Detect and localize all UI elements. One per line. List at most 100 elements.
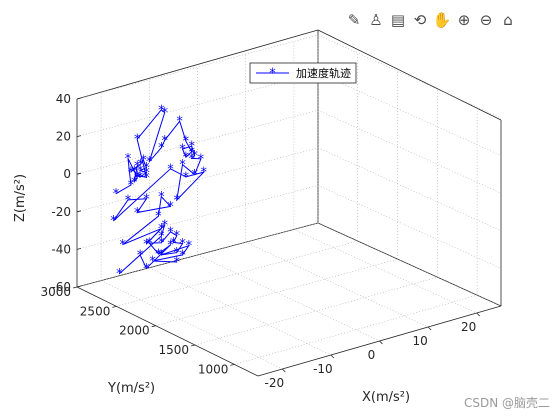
y-axis-label: Y(m/s²)	[107, 381, 155, 396]
data-point-marker: *	[158, 248, 165, 263]
y-tick-label: 2000	[119, 324, 150, 338]
data-point-marker: *	[158, 141, 165, 156]
z-tick-mark	[76, 172, 82, 175]
z-tick-mark	[76, 135, 82, 137]
data-point-marker: *	[174, 256, 181, 271]
data-point-marker: *	[167, 200, 174, 215]
data-point-marker: *	[179, 143, 186, 158]
data-point-marker: *	[137, 171, 144, 186]
data-point-marker: *	[140, 154, 147, 169]
data-point-marker: *	[149, 254, 156, 269]
zoom-out-icon[interactable]: ⊖	[479, 11, 493, 29]
grid-line-z-right	[317, 72, 502, 156]
data-point-marker: *	[155, 247, 162, 262]
data-point-marker: *	[167, 238, 174, 253]
y-tick-labels: 1000 1500 2000 2500 3000	[40, 285, 235, 376]
zoom-in-icon[interactable]: ⊕	[457, 11, 471, 29]
data-point-marker: *	[167, 162, 174, 177]
data-point-marker: *	[134, 169, 141, 184]
grid-line-z-right	[317, 109, 502, 194]
x-tick-mark	[476, 312, 480, 317]
pan-icon[interactable]: ✋	[432, 11, 452, 29]
z-tick-mark	[76, 210, 82, 213]
data-point-marker: *	[134, 206, 141, 221]
legend-marker-sample: *	[269, 67, 276, 82]
data-point-marker: *	[134, 133, 141, 148]
grid-line-z-back	[76, 147, 319, 213]
grid-line-z-back	[76, 185, 319, 250]
data-point-marker: *	[131, 164, 138, 179]
z-tick-label: -40	[51, 242, 71, 256]
trajectory-series[interactable]: ************ *** ************ *** ********* *…	[110, 103, 207, 282]
data-point-marker: *	[191, 149, 198, 164]
data-point-marker: *	[113, 187, 120, 202]
z-tick-label: -60	[51, 280, 71, 294]
grid-line-z-right	[317, 222, 502, 307]
data-point-marker: *	[158, 236, 165, 251]
y-tick-label: 1000	[198, 362, 229, 376]
grid-line-z-right	[317, 185, 502, 269]
grid-line-x	[149, 267, 332, 356]
data-point-marker: *	[198, 152, 205, 167]
rotate-icon[interactable]: ⟲	[413, 11, 427, 29]
data-point-marker: *	[174, 246, 181, 261]
data-point-marker: *	[158, 190, 165, 205]
data-point-marker: *	[188, 145, 195, 160]
y-tick-mark	[72, 286, 78, 289]
data-point-marker: *	[158, 103, 165, 118]
x-tick-labels: -20 -10 0 10 20	[264, 312, 480, 390]
data-point-marker: *	[143, 192, 150, 207]
brush-icon[interactable]: ✎	[347, 11, 361, 29]
y-tick-label: 3000	[40, 285, 71, 299]
y-tick-mark	[151, 325, 156, 328]
z-tick-label: 40	[56, 92, 71, 106]
z-tick-mark	[76, 97, 82, 100]
data-point-marker: *	[174, 194, 181, 209]
legend-box	[249, 62, 357, 84]
x-tick-label: -20	[264, 376, 284, 390]
z-tick-label: -20	[51, 205, 71, 219]
x-tick-label: 10	[412, 334, 427, 348]
data-point-marker: *	[183, 135, 190, 150]
data-point-marker: *	[161, 106, 168, 121]
series-line	[113, 109, 206, 275]
y-tick-mark	[190, 344, 196, 347]
legend-entry: 加速度轨迹	[296, 66, 351, 80]
z-axis-label: Z(m/s²)	[13, 174, 28, 222]
data-point-marker: *	[143, 237, 150, 252]
data-point-marker: *	[179, 158, 186, 173]
data-point-marker: *	[146, 155, 153, 170]
data-point-marker: *	[137, 248, 144, 263]
data-point-marker: *	[186, 239, 193, 254]
data-point-marker: *	[134, 172, 141, 187]
data-point-marker: *	[137, 164, 144, 179]
data-point-marker: *	[161, 134, 168, 149]
data-point-marker: *	[143, 171, 150, 186]
x-tick-label: -10	[313, 362, 333, 376]
grid-line-z-right	[317, 147, 502, 232]
data-point-marker: *	[155, 210, 162, 225]
box-edge-top-right	[317, 29, 502, 121]
grid-line-z-back	[76, 222, 319, 288]
data-point-marker: *	[167, 225, 174, 240]
data-point-marker: *	[174, 229, 181, 244]
data-point-marker: *	[170, 236, 177, 251]
data-point-marker: *	[183, 151, 190, 166]
figure-toolbar: ✎ ♙ ▤ ⟲ ✋ ⊕ ⊖ ⌂	[344, 10, 518, 32]
z-tick-label: 20	[56, 130, 71, 144]
legend[interactable]: * 加速度轨迹	[249, 62, 357, 84]
home-icon[interactable]: ⌂	[503, 11, 513, 29]
grid-line-x	[197, 254, 380, 342]
grid-lines	[76, 34, 502, 370]
x-axis-label: X(m/s²)	[362, 390, 410, 405]
y-tick-label: 2500	[80, 304, 111, 318]
grid-line-x	[293, 229, 477, 314]
datatip-icon[interactable]: ♙	[369, 11, 383, 29]
z-tick-labels: -60 -40 -20 0 20 40	[51, 92, 82, 294]
axis-line-y	[76, 286, 259, 377]
legend-toggle-icon[interactable]: ▤	[390, 11, 406, 29]
data-point-marker: *	[188, 140, 195, 155]
grid-line-z-back	[76, 109, 319, 175]
x-tick-mark	[427, 326, 432, 331]
data-point-marker: *	[110, 214, 117, 229]
